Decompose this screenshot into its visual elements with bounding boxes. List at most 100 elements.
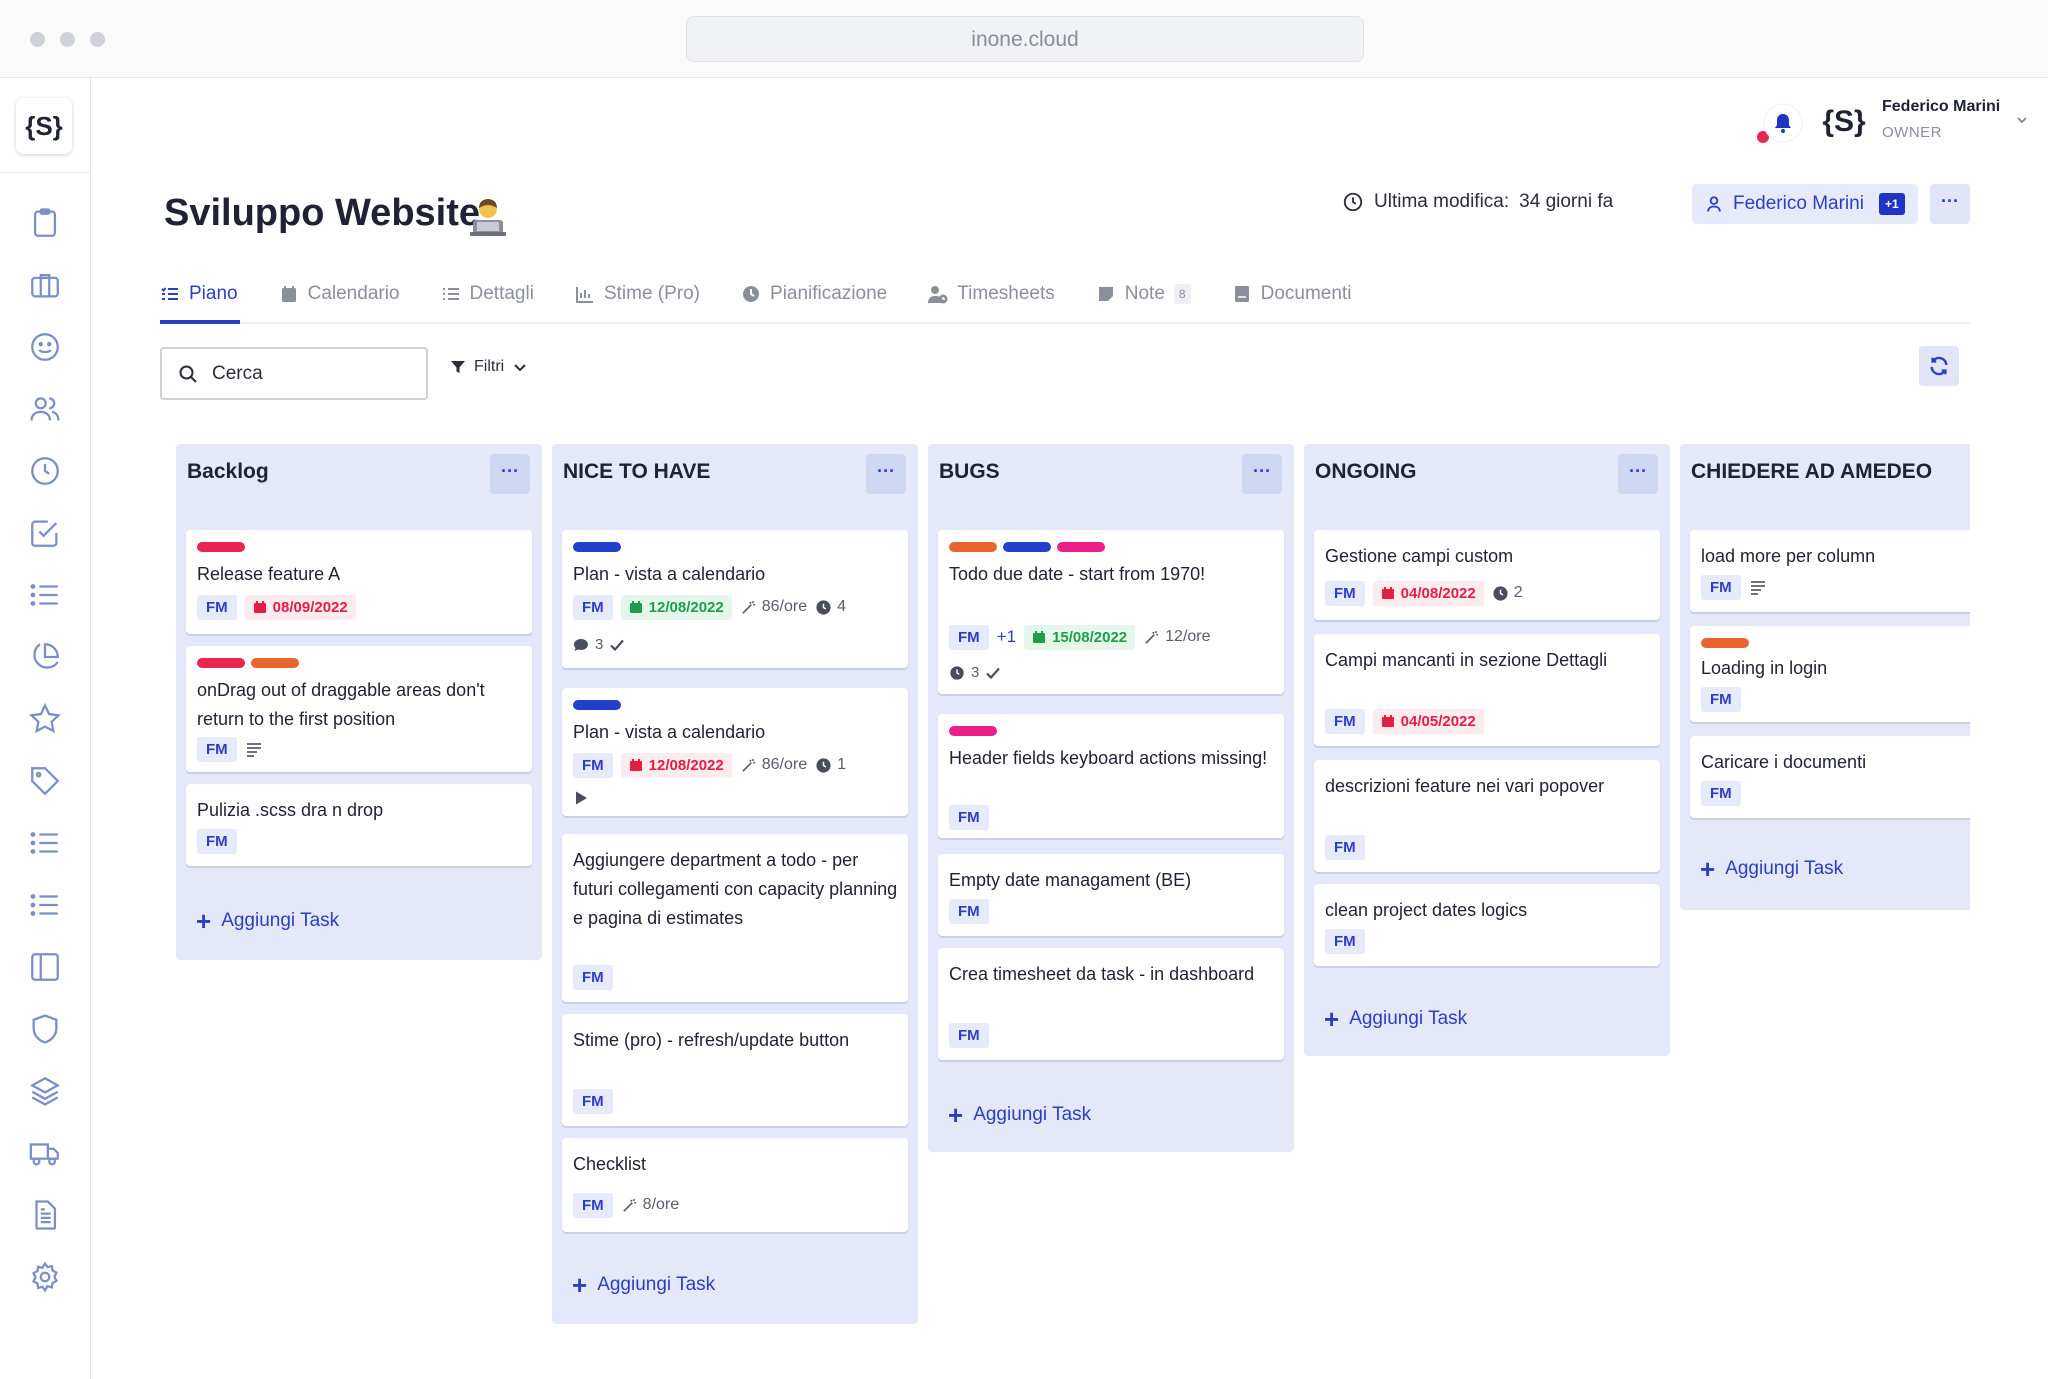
tab-note[interactable]: Note 8 (1096, 274, 1191, 314)
due-date-badge[interactable]: 08/09/2022 (244, 594, 356, 620)
assignee-badge[interactable]: FM (949, 624, 989, 650)
assignee-badge[interactable]: FM (1325, 708, 1365, 734)
assignee-badge[interactable]: FM (197, 736, 237, 762)
task-card[interactable]: Loading in login FM (1690, 626, 1970, 722)
search-input[interactable]: Cerca (160, 347, 428, 400)
tab-pianificazione[interactable]: Pianificazione (741, 274, 887, 314)
task-card[interactable]: Empty date managament (BE) FM (938, 854, 1284, 936)
task-card[interactable]: Stime (pro) - refresh/update button FM (562, 1014, 908, 1126)
task-card[interactable]: load more per column FM (1690, 530, 1970, 612)
shield-icon[interactable] (28, 1012, 62, 1046)
due-date-badge[interactable]: 15/08/2022 (1024, 624, 1136, 650)
file-text-icon[interactable] (28, 1198, 62, 1232)
task-card[interactable]: onDrag out of draggable areas don't retu… (186, 646, 532, 772)
users-icon[interactable] (28, 392, 62, 426)
smiley-icon[interactable] (28, 330, 62, 364)
task-card[interactable]: Plan - vista a calendario FM 12/08/2022 … (562, 688, 908, 816)
tab-documenti[interactable]: Documenti (1232, 274, 1351, 314)
assignee-badge[interactable]: FM (949, 804, 989, 830)
assignee-badge[interactable]: FM (573, 964, 613, 990)
gear-icon[interactable] (28, 1260, 62, 1294)
list-icon[interactable] (28, 826, 62, 860)
list-icon[interactable] (28, 578, 62, 612)
task-card[interactable]: Plan - vista a calendario FM 12/08/2022 … (562, 530, 908, 668)
assignee-badge[interactable]: FM (1701, 574, 1741, 600)
tab-stime[interactable]: Stime (Pro) (575, 274, 700, 314)
assignee-badge[interactable]: FM (197, 594, 237, 620)
assignee-badge[interactable]: FM (1325, 580, 1365, 606)
tab-dettagli[interactable]: Dettagli (441, 274, 534, 314)
filters-button[interactable]: Filtri (450, 358, 528, 376)
due-date-badge[interactable]: 12/08/2022 (620, 594, 732, 620)
truck-icon[interactable] (28, 1136, 62, 1170)
notification-dot (1757, 131, 1769, 143)
task-card[interactable]: Checklist FM 8/ore (562, 1138, 908, 1232)
task-card[interactable]: Header fields keyboard actions missing! … (938, 714, 1284, 838)
window-close-dot[interactable] (30, 32, 45, 47)
members-button[interactable]: Federico Marini +1 (1692, 184, 1918, 224)
column-more-button[interactable]: ··· (1618, 454, 1658, 494)
add-task-button[interactable]: + Aggiungi Task (1324, 1006, 1467, 1032)
assignee-badge[interactable]: FM (949, 1022, 989, 1048)
sidebar-panel-icon[interactable] (28, 950, 62, 984)
column-more-button[interactable]: ··· (1242, 454, 1282, 494)
task-card[interactable]: Campi mancanti in sezione Dettagli FM 04… (1314, 634, 1660, 746)
task-card[interactable]: Crea timesheet da task - in dashboard FM (938, 948, 1284, 1060)
refresh-button[interactable] (1919, 346, 1959, 386)
add-task-button[interactable]: + Aggiungi Task (1700, 854, 1843, 884)
column-more-button[interactable]: ··· (866, 454, 906, 494)
assignee-badge[interactable]: FM (573, 1088, 613, 1114)
column-more-button[interactable]: ··· (490, 454, 530, 494)
add-task-button[interactable]: + Aggiungi Task (948, 1102, 1091, 1128)
task-card[interactable]: Pulizia .scss dra n drop FM (186, 784, 532, 866)
tag-icon[interactable] (28, 764, 62, 798)
assignee-badge[interactable]: FM (197, 828, 237, 854)
star-icon[interactable] (28, 702, 62, 736)
layers-icon[interactable] (28, 1074, 62, 1108)
task-card[interactable]: Todo due date - start from 1970! FM +1 1… (938, 530, 1284, 694)
due-date-badge[interactable]: 12/08/2022 (620, 752, 732, 778)
task-card[interactable]: Caricare i documenti FM (1690, 736, 1970, 818)
avatar[interactable]: {S} (1818, 98, 1870, 146)
add-task-button[interactable]: + Aggiungi Task (572, 1272, 715, 1298)
user-name[interactable]: Federico Marini (1882, 98, 2001, 115)
assignee-badge[interactable]: FM (949, 898, 989, 924)
column-title: BUGS (939, 460, 1000, 483)
card-expand[interactable] (573, 790, 589, 806)
assignee-badge[interactable]: FM (1325, 834, 1365, 860)
pie-chart-icon[interactable] (28, 640, 62, 674)
assignee-badge[interactable]: FM (1701, 686, 1741, 712)
extra-assignees[interactable]: +1 (996, 627, 1017, 646)
window-minimize-dot[interactable] (60, 32, 75, 47)
address-bar[interactable]: inone.cloud (686, 16, 1364, 62)
task-card[interactable]: Aggiungere department a todo - per futur… (562, 834, 908, 1002)
briefcase-icon[interactable] (28, 268, 62, 302)
chevron-down-icon[interactable] (2014, 112, 2030, 128)
tab-timesheets[interactable]: Timesheets (928, 274, 1055, 314)
task-card[interactable]: clean project dates logics FM (1314, 884, 1660, 966)
clock-icon[interactable] (28, 454, 62, 488)
tab-label: Piano (189, 283, 238, 304)
window-maximize-dot[interactable] (90, 32, 105, 47)
tab-piano[interactable]: Piano (160, 274, 238, 314)
tab-calendario[interactable]: Calendario (279, 274, 400, 314)
project-more-button[interactable]: ··· (1930, 184, 1970, 224)
assignee-badge[interactable]: FM (573, 1192, 613, 1218)
app-logo[interactable]: {S} (16, 98, 72, 154)
assignee-badge[interactable]: FM (573, 752, 613, 778)
bell-icon[interactable] (1763, 103, 1803, 143)
list-icon[interactable] (28, 888, 62, 922)
assignee-badge[interactable]: FM (1325, 928, 1365, 954)
calendar-icon (629, 601, 642, 613)
checkbox-icon[interactable] (28, 516, 62, 550)
assignee-badge[interactable]: FM (573, 594, 613, 620)
plus-icon: + (1700, 854, 1716, 884)
due-date-badge[interactable]: 04/05/2022 (1372, 708, 1484, 734)
clipboard-icon[interactable] (28, 206, 62, 240)
task-card[interactable]: descrizioni feature nei vari popover FM (1314, 760, 1660, 872)
task-card[interactable]: Gestione campi custom FM 04/08/2022 2 (1314, 530, 1660, 620)
add-task-button[interactable]: + Aggiungi Task (196, 908, 339, 934)
task-card[interactable]: Release feature A FM 08/09/2022 (186, 530, 532, 634)
assignee-badge[interactable]: FM (1701, 780, 1741, 806)
due-date-badge[interactable]: 04/08/2022 (1372, 580, 1484, 606)
